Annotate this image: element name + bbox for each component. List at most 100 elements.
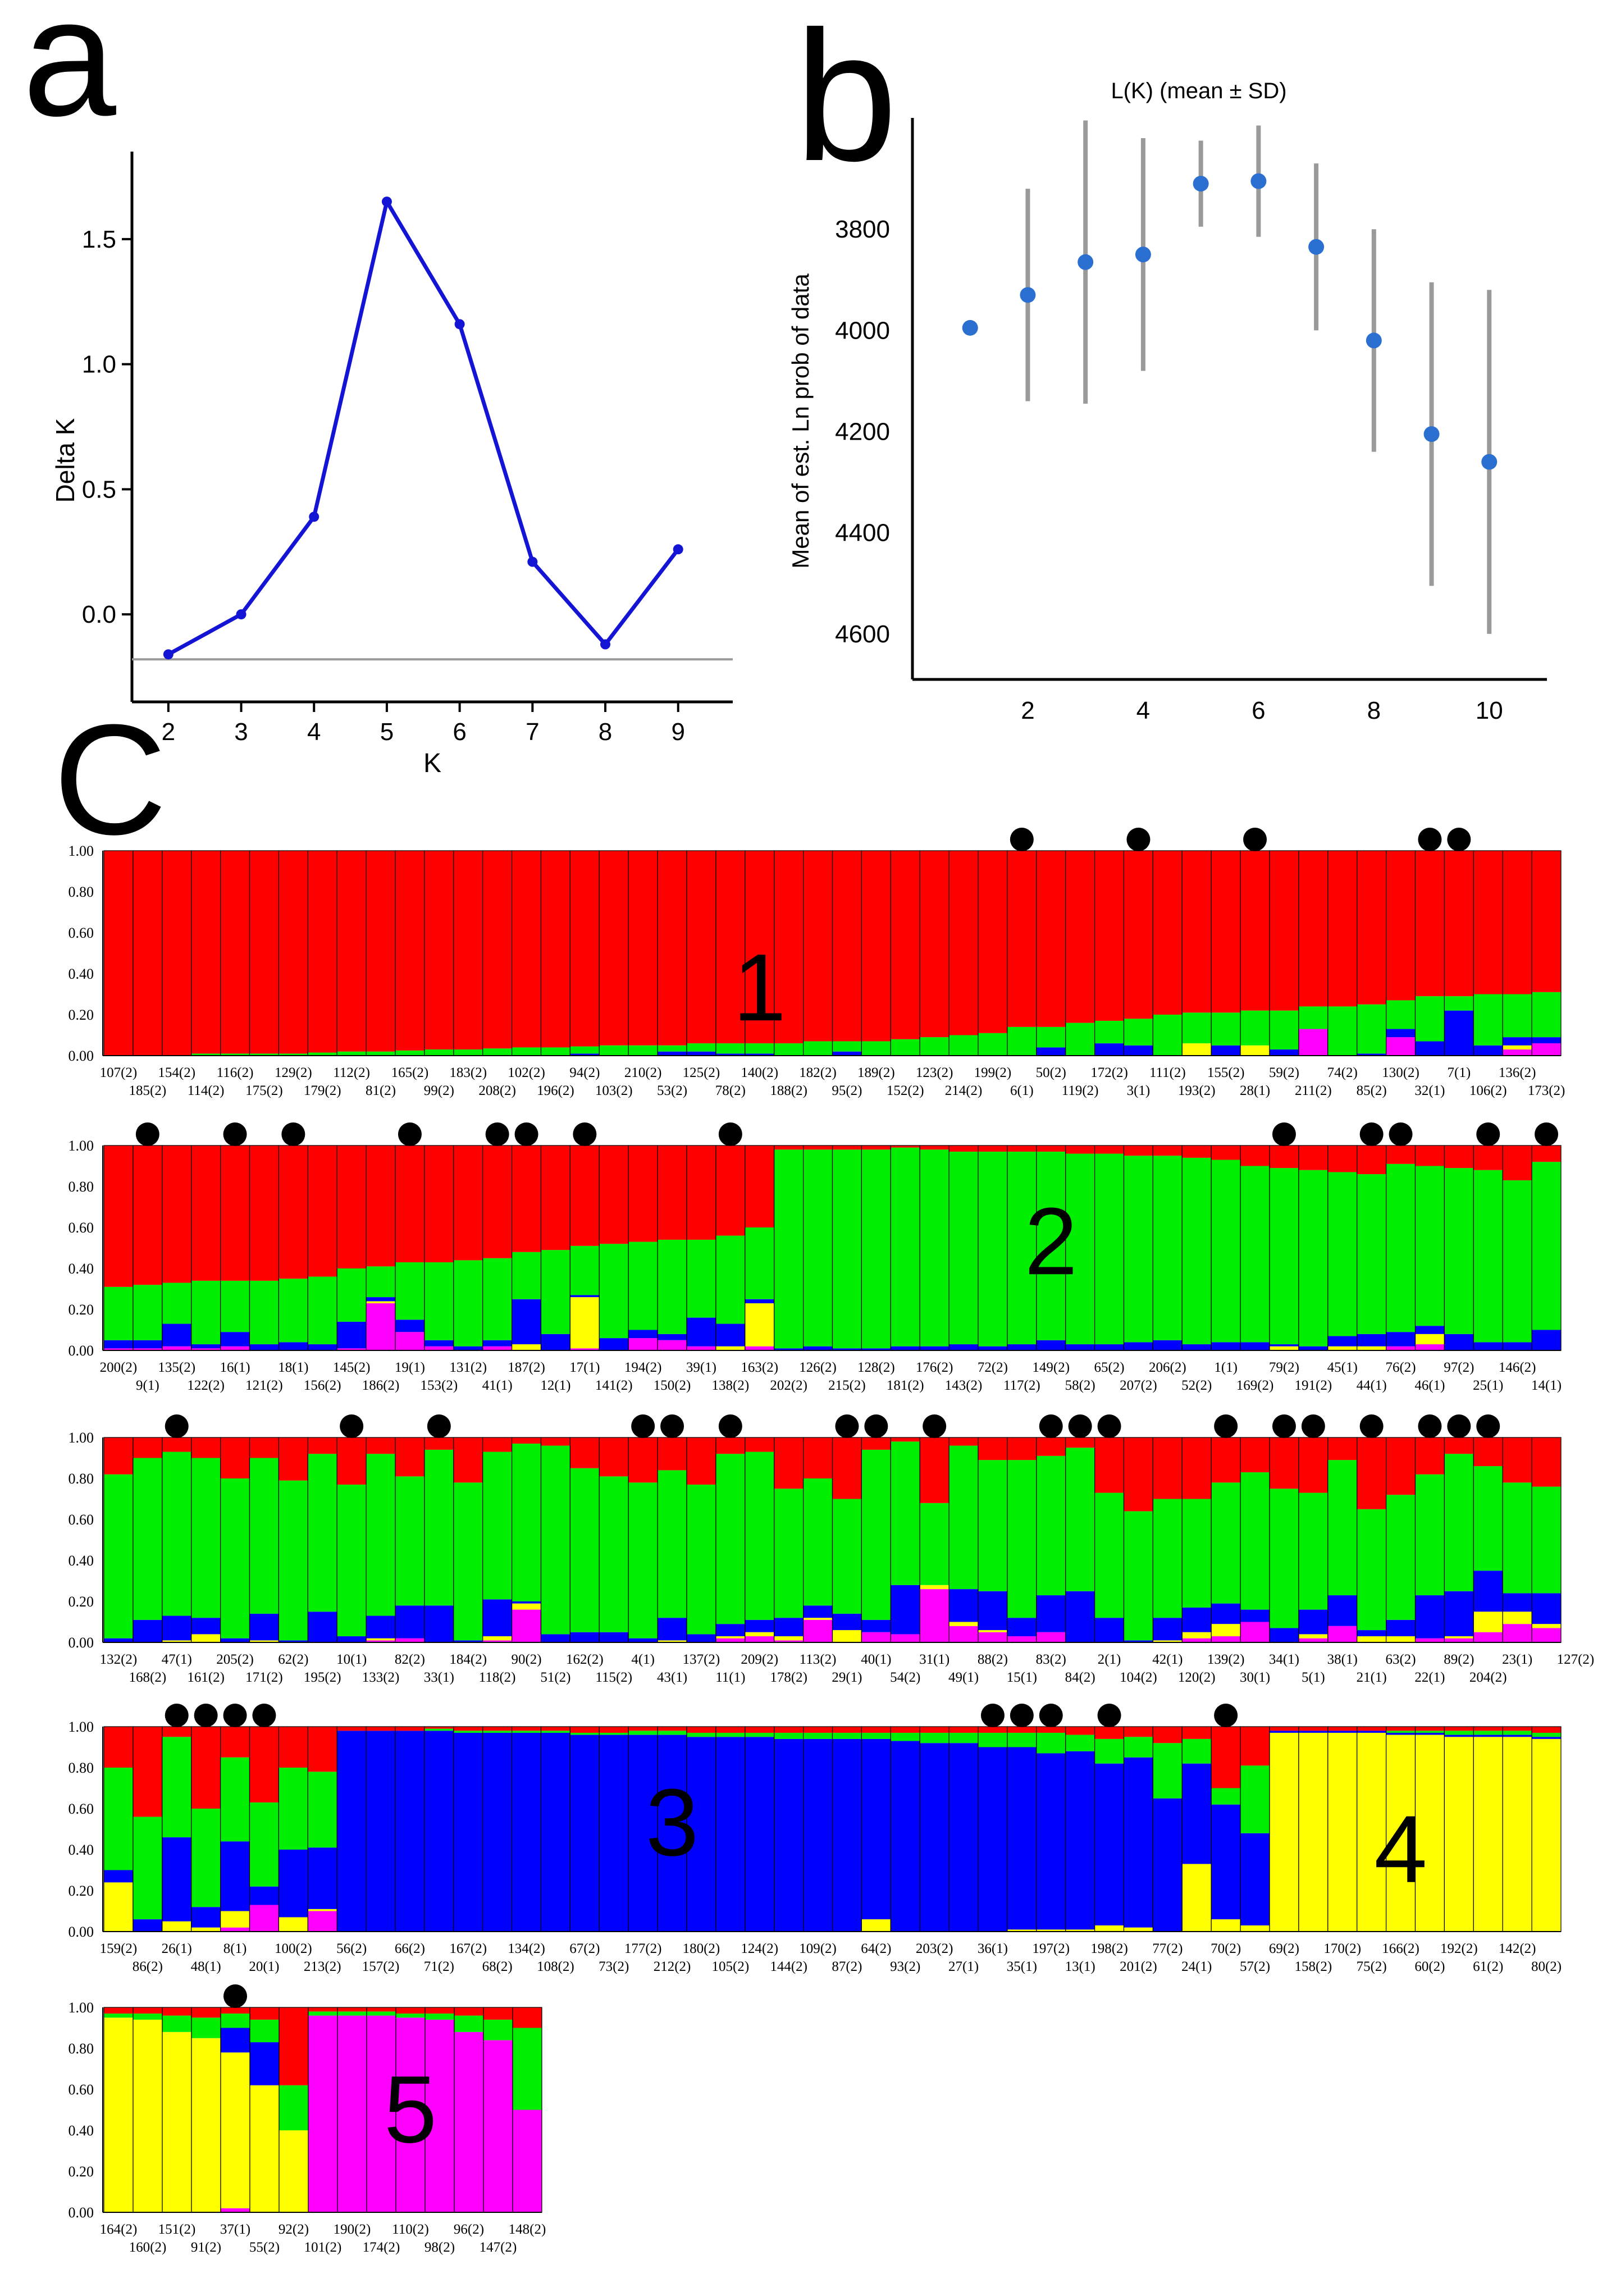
sample-label: 202(2)	[770, 1378, 807, 1393]
sample-label: 103(2)	[595, 1083, 633, 1098]
bar-segment-cluster-3	[832, 1613, 862, 1631]
panel-label-b: b	[795, 0, 898, 199]
bar-segment-cluster-2	[1298, 1006, 1328, 1029]
bar-segment-cluster-5	[774, 1640, 804, 1642]
bar-segment-cluster-2	[220, 1478, 250, 1638]
bar-segment-cluster-1	[1444, 1727, 1474, 1731]
bar-segment-cluster-4	[1124, 1927, 1153, 1932]
sample-label: 51(2)	[540, 1670, 570, 1685]
sample-label: 135(2)	[158, 1360, 195, 1375]
bar-segment-cluster-1	[1211, 1437, 1241, 1483]
sample-label: 147(2)	[480, 2240, 517, 2255]
bar-segment-cluster-2	[541, 1250, 570, 1334]
y-axis-label: Mean of est. Ln prob of data	[787, 273, 814, 569]
chart-title: L(K) (mean ± SD)	[1111, 79, 1286, 103]
sample-label: 201(2)	[1120, 1959, 1157, 1974]
bar-segment-cluster-1	[220, 1727, 250, 1758]
bar-segment-cluster-2	[978, 1033, 1007, 1056]
bar-segment-cluster-1	[1211, 851, 1241, 1013]
sample-label: 68(2)	[482, 1959, 513, 1974]
structure-row-3: 0.00 0.20 0.40 0.60 0.80 1.00 132(2) 47(1) 205(2…	[69, 1414, 1594, 1685]
row-y-tick-label: 1.00	[69, 2000, 94, 2016]
bar-segment-cluster-3	[803, 1346, 833, 1350]
bar-segment-cluster-3	[512, 1299, 541, 1345]
bar-segment-cluster-1	[658, 1145, 687, 1240]
bar-segment-cluster-3	[1094, 1344, 1124, 1350]
bar-segment-cluster-1	[1240, 1437, 1270, 1473]
sample-label: 47(1)	[162, 1652, 192, 1667]
bar-segment-cluster-4	[1415, 1334, 1445, 1345]
x-tick-label: 3	[234, 718, 248, 746]
bar-segment-cluster-1	[1386, 1145, 1416, 1164]
bar-segment-cluster-2	[658, 1239, 687, 1334]
sample-label: 19(1)	[395, 1360, 425, 1375]
sample-label: 106(2)	[1469, 1083, 1507, 1098]
bar-segment-cluster-3	[1240, 1833, 1270, 1926]
sample-marker-dot	[923, 1414, 947, 1438]
bar-segment-cluster-4	[1444, 1636, 1474, 1638]
sample-label: 162(2)	[566, 1652, 604, 1667]
bar-segment-cluster-3	[803, 1738, 833, 1932]
bar-segment-cluster-3	[687, 1634, 716, 1642]
sample-label: 55(2)	[249, 2240, 280, 2255]
sample-label: 177(2)	[624, 1941, 662, 1956]
bar-segment-cluster-1	[803, 1145, 833, 1150]
sample-label: 175(2)	[245, 1083, 283, 1098]
bar-segment-cluster-5	[221, 2208, 250, 2212]
bar-segment-cluster-5	[220, 1927, 250, 1932]
row-y-tick-label: 0.60	[69, 1801, 94, 1817]
bar-segment-cluster-2	[133, 1816, 162, 1920]
sample-label: 114(2)	[188, 1083, 225, 1098]
bar-segment-cluster-1	[1094, 851, 1124, 1021]
delta-k-point	[527, 556, 538, 567]
sample-marker-dot	[1418, 1414, 1442, 1438]
bar-segment-cluster-3	[1007, 1618, 1037, 1637]
bar-segment-cluster-1	[337, 1437, 367, 1485]
bar-segment-cluster-4	[1298, 1732, 1328, 1932]
sample-label: 113(2)	[800, 1652, 837, 1667]
bar-segment-cluster-4	[220, 1911, 250, 1928]
bar-segment-cluster-3	[745, 1737, 774, 1932]
bar-segment-cluster-4	[191, 1927, 221, 1932]
bar-segment-cluster-3	[1240, 1609, 1270, 1622]
bar-segment-cluster-1	[861, 851, 891, 1042]
bar-segment-cluster-1	[599, 851, 629, 1046]
bar-segment-cluster-3	[891, 1585, 920, 1635]
x-tick-label: 8	[1367, 697, 1381, 724]
bar-segment-cluster-1	[861, 1145, 891, 1150]
sample-marker-dot	[1097, 1704, 1121, 1727]
bar-segment-cluster-3	[1532, 1037, 1561, 1044]
bar-segment-cluster-3	[628, 1638, 658, 1642]
sample-label: 161(2)	[187, 1670, 225, 1685]
bar-segment-cluster-1	[1036, 851, 1066, 1027]
bar-segment-cluster-3	[1182, 1344, 1212, 1350]
sample-label: 203(2)	[916, 1941, 953, 1956]
sample-label: 172(2)	[1090, 1065, 1128, 1080]
y-tick-label: 1.5	[82, 226, 116, 253]
bar-segment-cluster-3	[1532, 1330, 1561, 1350]
bar-segment-cluster-3	[221, 2028, 250, 2053]
bar-segment-cluster-1	[1094, 1145, 1124, 1154]
sample-label: 134(2)	[508, 1941, 545, 1956]
bar-segment-cluster-3	[1503, 1593, 1532, 1612]
sample-label: 211(2)	[1295, 1083, 1332, 1098]
bar-segment-cluster-2	[366, 1266, 395, 1298]
bar-segment-cluster-2	[920, 1732, 949, 1743]
bar-segment-cluster-4	[1211, 1624, 1241, 1637]
row-y-tick-label: 0.40	[69, 1261, 94, 1277]
sample-label: 141(2)	[595, 1378, 633, 1393]
bar-segment-cluster-1	[1327, 851, 1357, 1007]
bar-segment-cluster-2	[337, 2011, 367, 2016]
sample-label: 136(2)	[1499, 1065, 1536, 1080]
bar-segment-cluster-2	[715, 1454, 745, 1624]
bar-segment-cluster-3	[803, 1605, 833, 1618]
sample-label: 34(1)	[1269, 1652, 1299, 1667]
bar-segment-cluster-1	[1007, 1437, 1037, 1460]
bar-segment-cluster-2	[162, 1737, 191, 1838]
bar-segment-cluster-3	[1473, 1571, 1503, 1612]
bar-segment-cluster-5	[1532, 1043, 1561, 1056]
sample-label: 86(2)	[133, 1959, 163, 1974]
bar-segment-cluster-1	[104, 2007, 133, 2014]
cluster-label: 1	[733, 934, 786, 1041]
row-y-tick-label: 1.00	[69, 1430, 94, 1446]
